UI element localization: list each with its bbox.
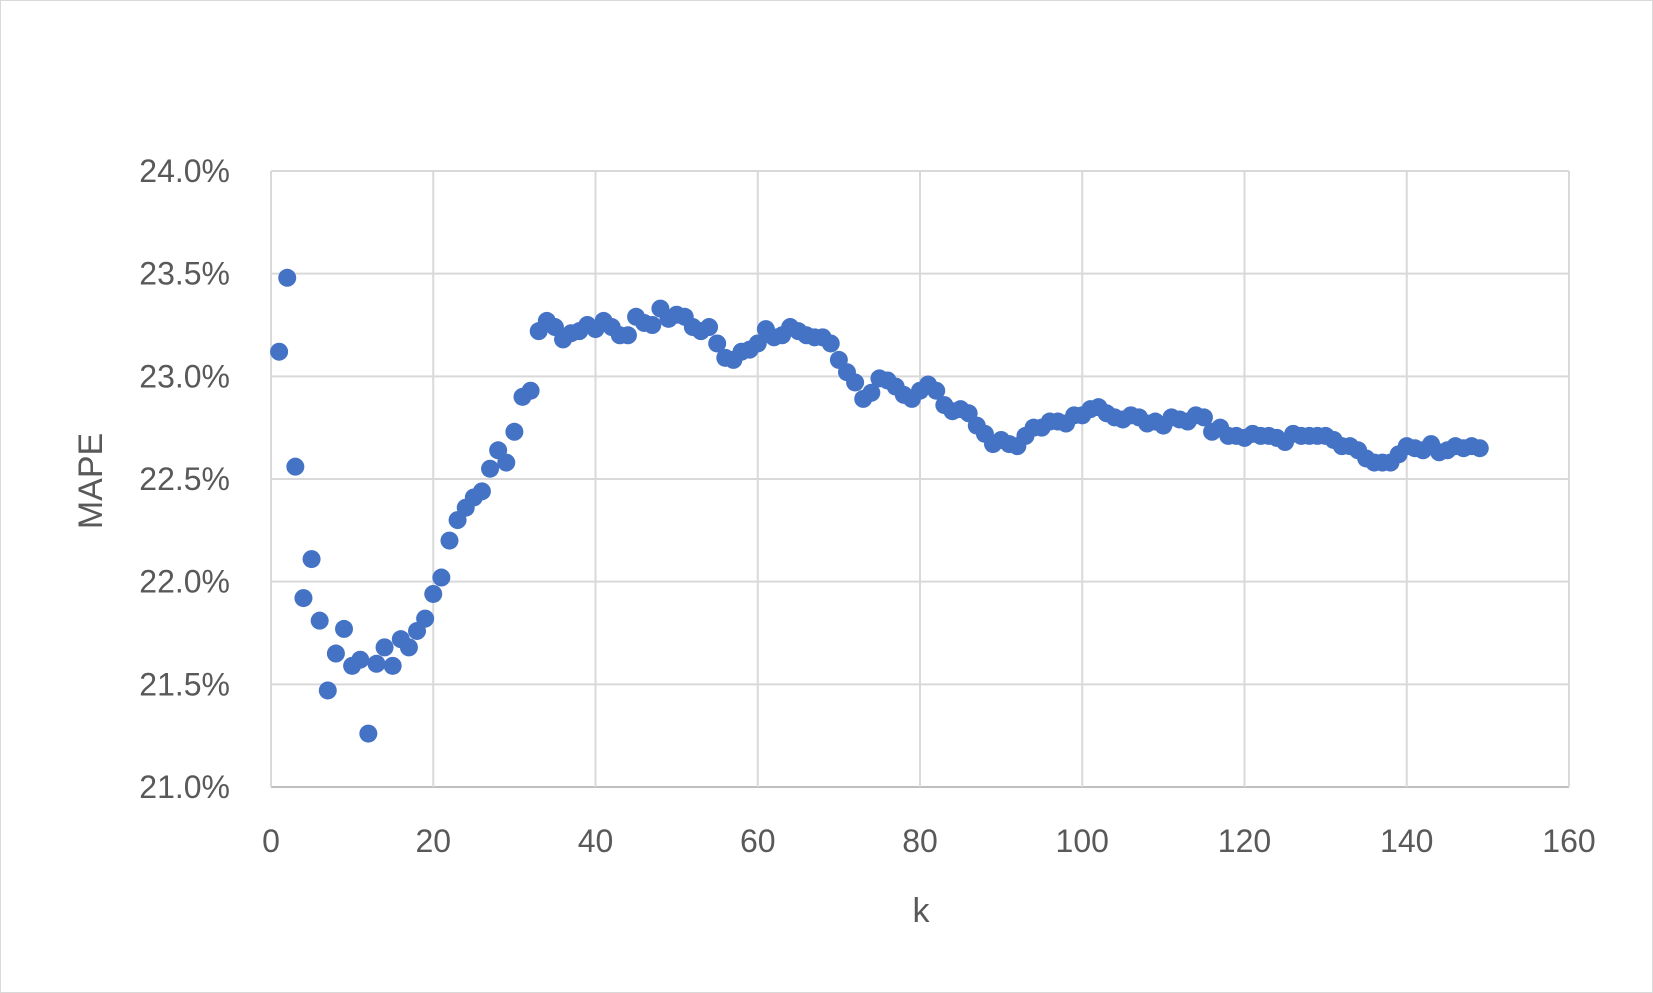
data-point — [927, 381, 946, 400]
y-axis-title: MAPE — [72, 433, 110, 529]
data-point — [318, 681, 337, 700]
x-axis-title: k — [913, 892, 931, 930]
data-point — [326, 644, 345, 663]
data-point — [383, 656, 402, 675]
data-point — [821, 334, 840, 353]
x-axis-tick-labels: 0 20 40 60 80 100 120 140 160 — [262, 823, 1596, 859]
data-point — [440, 531, 459, 550]
data-point — [367, 654, 386, 673]
y-tick-label: 22.5% — [139, 461, 230, 497]
x-tick-label: 100 — [1056, 823, 1109, 859]
data-point — [278, 268, 297, 287]
y-axis-tick-labels: 21.0% 21.5% 22.0% 22.5% 23.0% 23.5% 24.0% — [139, 153, 230, 805]
x-tick-label: 40 — [578, 823, 614, 859]
data-point — [359, 724, 378, 743]
y-tick-label: 22.0% — [139, 564, 230, 600]
data-points — [270, 268, 1489, 743]
data-point — [424, 584, 443, 603]
data-point — [416, 609, 435, 628]
data-point — [700, 318, 719, 337]
data-point — [351, 650, 370, 669]
data-point — [335, 619, 354, 638]
y-tick-label: 24.0% — [139, 153, 230, 189]
x-tick-label: 60 — [740, 823, 776, 859]
y-tick-label: 23.5% — [139, 256, 230, 292]
data-point — [399, 638, 418, 657]
x-tick-label: 160 — [1542, 823, 1595, 859]
data-point — [302, 550, 321, 569]
data-point — [472, 482, 491, 501]
gridlines — [270, 170, 1570, 788]
data-point — [294, 589, 313, 608]
data-point — [862, 383, 881, 402]
data-point — [286, 457, 305, 476]
data-point — [748, 334, 767, 353]
data-point — [497, 453, 516, 472]
y-tick-label: 21.5% — [139, 666, 230, 702]
data-point — [481, 459, 500, 478]
data-point — [1470, 439, 1489, 458]
data-point — [310, 611, 329, 630]
data-point — [432, 568, 451, 587]
data-point — [1194, 408, 1213, 427]
x-tick-label: 0 — [262, 823, 280, 859]
y-tick-label: 23.0% — [139, 358, 230, 394]
data-point — [521, 381, 540, 400]
y-tick-label: 21.0% — [139, 769, 230, 805]
x-tick-label: 120 — [1218, 823, 1271, 859]
x-tick-label: 80 — [902, 823, 938, 859]
data-point — [643, 316, 662, 334]
x-tick-label: 140 — [1380, 823, 1433, 859]
data-point — [708, 334, 727, 353]
x-tick-label: 20 — [415, 823, 451, 859]
data-point — [505, 422, 524, 441]
data-point — [846, 373, 865, 392]
data-point — [375, 638, 394, 657]
data-point — [270, 342, 289, 361]
data-point — [618, 326, 637, 345]
